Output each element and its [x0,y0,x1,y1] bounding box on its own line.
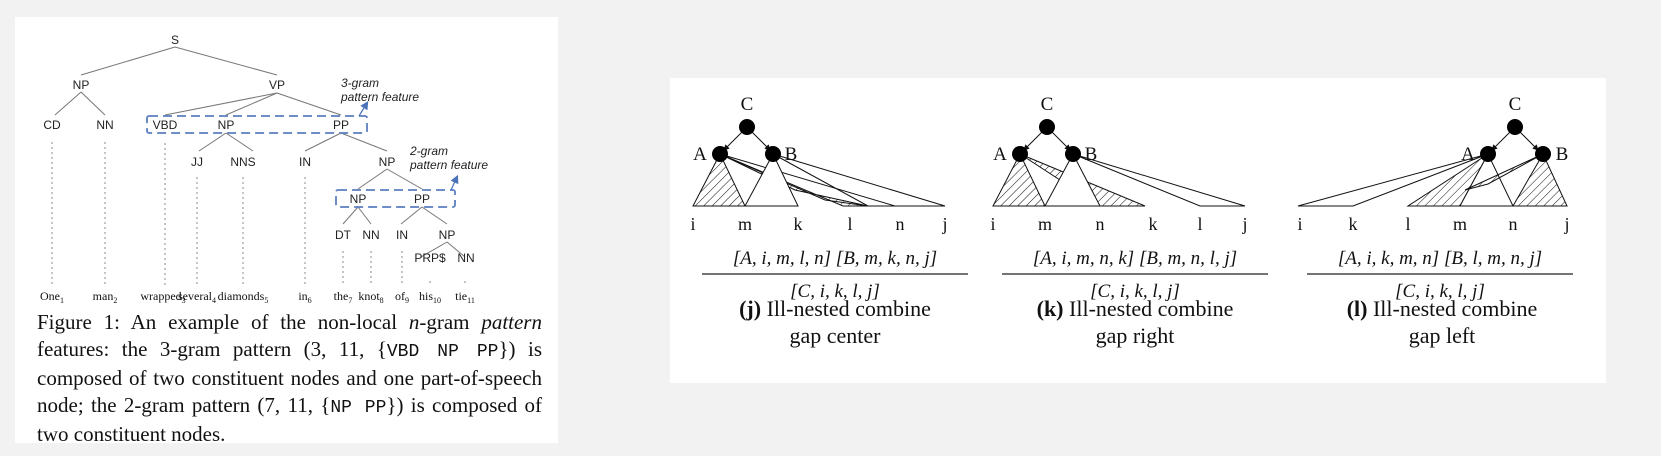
word-2: man2 [93,289,118,305]
node-pp: PP [414,192,430,206]
node-np: NP [379,155,396,169]
svg-text:m: m [738,214,752,234]
node-in: IN [396,228,408,242]
svg-text:k: k [1149,214,1158,234]
svg-text:B: B [1556,144,1569,165]
svg-text:m: m [1038,214,1052,234]
svg-text:C: C [1041,94,1054,115]
figure-1-panel: S NP VP CD NN VBD NP PP JJ NNS IN NP NP … [15,17,558,446]
word-6: in6 [298,289,311,305]
svg-text:j: j [1563,214,1569,234]
node-nn: NN [362,228,379,242]
node-s: S [171,33,179,47]
node-nn: NN [96,118,113,132]
svg-text:k: k [794,214,803,234]
node-np: NP [218,118,235,132]
svg-text:A: A [993,144,1007,165]
node-np: NP [73,78,90,92]
caption-gap-left: (l) Ill-nested combine gap left [1346,296,1538,348]
derivation-diagrams: C A B i m k l n j [A, i, m, l, n] [B, m,… [690,94,1573,302]
svg-text:B: B [1085,144,1098,165]
node-vp: VP [269,78,285,92]
3gram-note-line1: 3-gram [341,76,379,90]
svg-text:l: l [847,214,852,234]
svg-text:n: n [1096,214,1105,234]
derivation-panel: C A B i m k l n j [A, i, m, l, n] [B, m,… [670,78,1606,383]
node-jj: JJ [191,155,203,169]
node-prp: PRP$ [414,251,446,265]
2gram-note-line2: pattern feature [409,158,488,172]
word-3: wrapped3 [140,289,185,305]
svg-text:n: n [896,214,905,234]
word-1: One1 [40,289,64,305]
svg-text:[A, i, k, m, n] [B, l, m, n, j: [A, i, k, m, n] [B, l, m, n, j] [1338,248,1542,269]
svg-text:A: A [1461,144,1475,165]
svg-text:[A, i, m, n, k] [B, m, n, l, j: [A, i, m, n, k] [B, m, n, l, j] [1033,248,1237,269]
svg-text:n: n [1509,214,1518,234]
parse-tree-diagram: S NP VP CD NN VBD NP PP JJ NNS IN NP NP … [40,33,488,305]
2gram-note-line1: 2-gram [409,144,448,158]
derivation-gap-left: C A B i k l m n j [A, i, k, m, n] [B, l,… [1297,94,1573,302]
svg-text:l: l [1197,214,1202,234]
svg-text:B: B [785,144,798,165]
svg-text:m: m [1453,214,1467,234]
word-5: diamonds5 [218,289,269,305]
node-vbd: VBD [153,118,178,132]
word-4: several4 [178,289,216,305]
svg-text:C: C [741,94,754,115]
node-np: NP [439,228,456,242]
word-8: knot8 [358,289,383,305]
node-np: NP [350,192,367,206]
2gram-pattern-box [335,189,456,208]
word-7: the7 [334,289,353,305]
svg-text:j: j [1241,214,1247,234]
derivation-gap-center: C A B i m k l n j [A, i, m, l, n] [B, m,… [690,94,968,302]
derivation-gap-right: C A B i m n k l j [A, i, m, n, k] [B, m,… [990,94,1268,302]
svg-text:A: A [693,144,707,165]
word-11: tie11 [455,289,475,305]
node-pp: PP [333,118,349,132]
node-cd: CD [43,118,61,132]
svg-text:k: k [1349,214,1358,234]
svg-text:[C, i, k, l, j]: [C, i, k, l, j] [1395,281,1485,302]
svg-text:j: j [941,214,947,234]
svg-text:[C, i, k, l, j]: [C, i, k, l, j] [1090,281,1180,302]
3gram-note-line2: pattern feature [340,90,419,104]
3gram-pattern-box [146,115,368,134]
node-in: IN [299,155,311,169]
node-nn: NN [457,251,474,265]
svg-text:[A, i, m, l, n] [B, m, k, n, j: [A, i, m, l, n] [B, m, k, n, j] [733,248,937,269]
word-9: of9 [395,289,409,305]
caption-gap-center: (j) Ill-nested combine gap center [739,296,931,348]
word-10: his10 [419,289,441,305]
caption-gap-right: (k) Ill-nested combine gap right [1036,296,1234,348]
svg-text:i: i [990,214,995,234]
svg-text:i: i [690,214,695,234]
svg-text:C: C [1509,94,1522,115]
svg-text:[C, i, k, l, j]: [C, i, k, l, j] [790,281,880,302]
node-dt: DT [335,228,352,242]
svg-text:i: i [1297,214,1302,234]
figure-1-caption: Figure 1: An example of the non-local n-… [37,310,542,446]
svg-text:l: l [1405,214,1410,234]
node-nns: NNS [230,155,255,169]
